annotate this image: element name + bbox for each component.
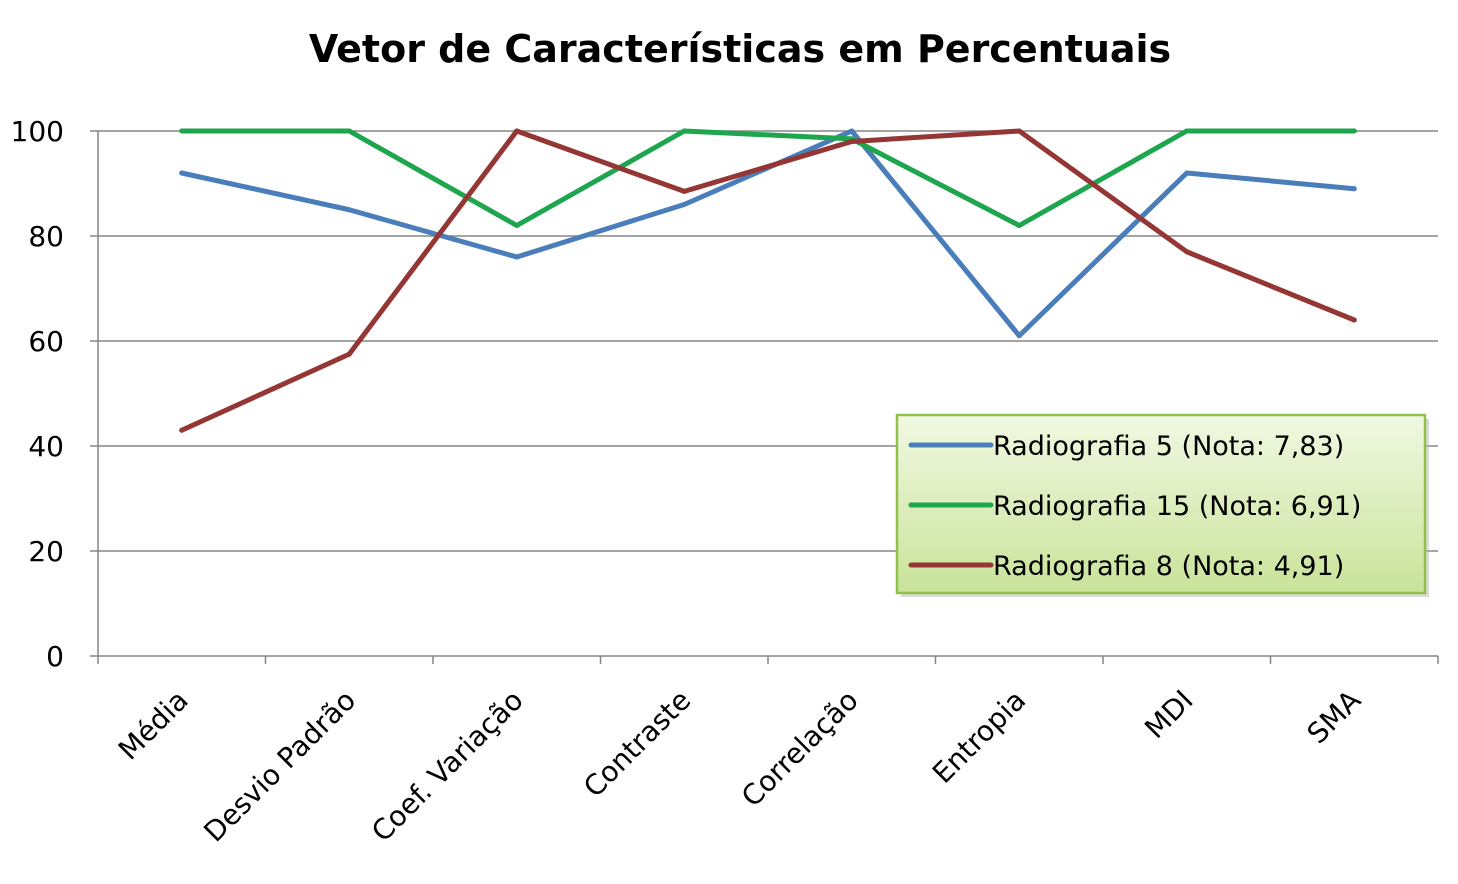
x-tick-label: Média bbox=[112, 684, 195, 767]
series-line-2 bbox=[179, 128, 1357, 228]
data-point bbox=[179, 128, 185, 134]
data-point bbox=[179, 427, 185, 433]
data-point bbox=[1184, 170, 1190, 176]
x-tick-label: MDI bbox=[1138, 684, 1200, 746]
legend-item[interactable]: Radiografia 8 (Nota: 4,91) bbox=[908, 551, 1344, 582]
data-point bbox=[1184, 128, 1190, 134]
y-tick-label: 0 bbox=[46, 640, 64, 673]
x-tick-label: Entropia bbox=[926, 684, 1032, 790]
data-point bbox=[514, 254, 520, 260]
data-point bbox=[346, 207, 352, 213]
y-tick-label: 20 bbox=[28, 535, 64, 568]
y-tick-label: 80 bbox=[28, 220, 64, 253]
y-tick-label: 60 bbox=[28, 325, 64, 358]
chart-title: Vetor de Características em Percentuais bbox=[309, 27, 1171, 71]
series-lines bbox=[179, 128, 1357, 433]
y-axis-ticks: 0 20 40 60 80 100 bbox=[11, 115, 64, 673]
data-point bbox=[1351, 317, 1357, 323]
legend-label: Radiografia 5 (Nota: 7,83) bbox=[993, 431, 1344, 462]
legend-label: Radiografia 15 (Nota: 6,91) bbox=[993, 491, 1361, 522]
x-tick-label: Coef. Variação bbox=[365, 684, 530, 849]
legend-item[interactable]: Radiografia 5 (Nota: 7,83) bbox=[908, 431, 1344, 462]
data-point bbox=[849, 128, 855, 134]
data-point bbox=[681, 128, 687, 134]
data-point bbox=[179, 170, 185, 176]
x-tick-label: Correlação bbox=[735, 684, 865, 814]
series-line-3 bbox=[179, 128, 1357, 433]
data-point bbox=[346, 351, 352, 357]
data-point bbox=[1351, 128, 1357, 134]
x-tick-label: Desvio Padrão bbox=[197, 684, 362, 849]
data-point bbox=[1016, 223, 1022, 228]
y-tick-label: 100 bbox=[11, 115, 64, 148]
legend[interactable]: Radiografia 5 (Nota: 7,83) Radiografia 15… bbox=[895, 413, 1429, 597]
data-point bbox=[1016, 333, 1022, 339]
data-point bbox=[1016, 128, 1022, 134]
x-tick-label: SMA bbox=[1301, 684, 1368, 751]
legend-item[interactable]: Radiografia 15 (Nota: 6,91) bbox=[908, 491, 1361, 522]
data-point bbox=[514, 128, 520, 134]
data-point bbox=[1184, 249, 1190, 255]
axes bbox=[90, 130, 1439, 664]
x-tick-label: Contraste bbox=[577, 684, 697, 804]
series-line-1 bbox=[179, 128, 1357, 339]
data-point bbox=[681, 188, 687, 194]
data-point bbox=[849, 139, 855, 144]
y-tick-label: 40 bbox=[28, 430, 64, 463]
data-point bbox=[1351, 186, 1357, 192]
data-point bbox=[681, 202, 687, 207]
x-axis-ticks: Média Desvio Padrão Coef. Variação Contrast… bbox=[112, 684, 1367, 849]
data-point bbox=[346, 128, 352, 134]
legend-label: Radiografia 8 (Nota: 4,91) bbox=[993, 551, 1344, 582]
data-point bbox=[514, 223, 520, 228]
